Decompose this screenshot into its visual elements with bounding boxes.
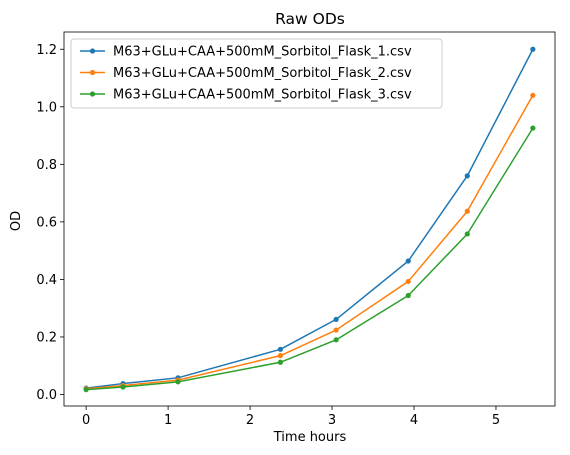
series-1-point [530,47,535,52]
y-tick-label: 1.0 [36,100,57,115]
legend-label-2: M63+GLu+CAA+500mM_Sorbitol_Flask_2.csv [113,66,412,81]
series-1-point [465,173,470,178]
x-tick-label: 3 [328,413,336,428]
series-3-point [175,379,180,384]
x-tick-label: 4 [410,413,418,428]
legend: M63+GLu+CAA+500mM_Sorbitol_Flask_1.csv M6… [71,39,442,108]
chart-title: Raw ODs [275,10,345,28]
series-3-point [120,384,125,389]
series-3-point [406,293,411,298]
y-tick-label: 0.2 [36,330,57,345]
series-2-point [334,327,339,332]
y-tick-label: 0.8 [36,158,57,173]
series-3-point [84,387,89,392]
series-3-point [278,360,283,365]
series-2-point [278,353,283,358]
series-1-point [278,347,283,352]
series-2-point [406,279,411,284]
x-axis-title: Time hours [273,430,347,445]
y-tick-label: 0.0 [36,388,57,403]
series-2-point [530,93,535,98]
y-tick-label: 1.2 [36,43,57,58]
x-tick-label: 5 [492,413,500,428]
series-3-point [465,231,470,236]
x-tick-label: 2 [246,413,254,428]
series-2-point [465,209,470,214]
y-tick-label: 0.6 [36,215,57,230]
series-1-point [334,317,339,322]
series-3-point [334,337,339,342]
legend-swatch-marker-1 [90,48,95,53]
y-tick-label: 0.4 [36,273,57,288]
x-tick-label: 0 [82,413,90,428]
legend-swatch-marker-2 [90,70,95,75]
series-3-point [530,125,535,130]
legend-label-1: M63+GLu+CAA+500mM_Sorbitol_Flask_1.csv [113,45,412,60]
y-axis-title: OD [9,211,24,231]
legend-swatch-marker-3 [90,91,95,96]
legend-label-3: M63+GLu+CAA+500mM_Sorbitol_Flask_3.csv [113,88,412,103]
x-tick-label: 1 [164,413,172,428]
series-1-point [406,258,411,263]
